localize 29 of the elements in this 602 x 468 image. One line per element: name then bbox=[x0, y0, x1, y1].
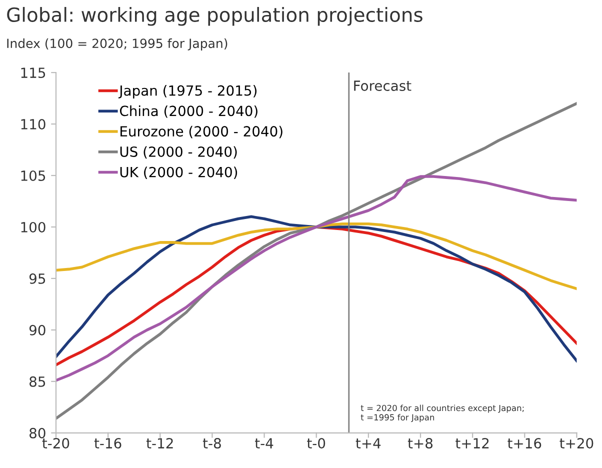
annotation: Forecast bbox=[354, 80, 412, 91]
x-tick-label: t-4 bbox=[255, 438, 274, 448]
x-tick-label: t+8 bbox=[408, 438, 433, 449]
y-tick-label: 85 bbox=[30, 376, 46, 387]
y-axis-title: Index (100 = 2020; 1995 for Japan) bbox=[7, 38, 228, 51]
x-tick-label: t+16 bbox=[508, 438, 542, 449]
x-tick-label: t+20 bbox=[560, 438, 594, 449]
y-tick-label: 95 bbox=[29, 273, 46, 284]
y-tick-label: 110 bbox=[21, 118, 46, 130]
x-tick-label: t-0 bbox=[307, 438, 326, 449]
y-tick-label: 115 bbox=[21, 68, 46, 78]
x-tick-label: t+4 bbox=[356, 438, 381, 448]
x-tick-label: t+12 bbox=[456, 438, 489, 448]
x-tick-label: t-8 bbox=[202, 438, 221, 449]
legend-label: Japan (1975 - 2015) bbox=[118, 85, 257, 98]
line-series bbox=[56, 222, 577, 290]
legend-label: US (2000 - 2040) bbox=[120, 146, 237, 159]
y-tick-label: 90 bbox=[29, 324, 46, 336]
legend-label: UK (2000 - 2040) bbox=[120, 166, 238, 179]
x-tick-label: t-12 bbox=[146, 438, 173, 448]
y-tick-label: 105 bbox=[21, 170, 46, 181]
x-tick-label: t-16 bbox=[94, 438, 122, 449]
annotation: t = 2020 for all countries except Japan; t =1995 for Japan bbox=[360, 404, 524, 422]
y-tick-label: 80 bbox=[30, 428, 46, 438]
legend-label: Eurozone (2000 - 2040) bbox=[120, 126, 282, 138]
x-tick-label: t-20 bbox=[42, 438, 70, 449]
chart-title: Global: working age population projections bbox=[7, 6, 422, 26]
legend-label: China (2000 - 2040) bbox=[120, 105, 258, 118]
y-tick-label: 100 bbox=[21, 222, 46, 232]
